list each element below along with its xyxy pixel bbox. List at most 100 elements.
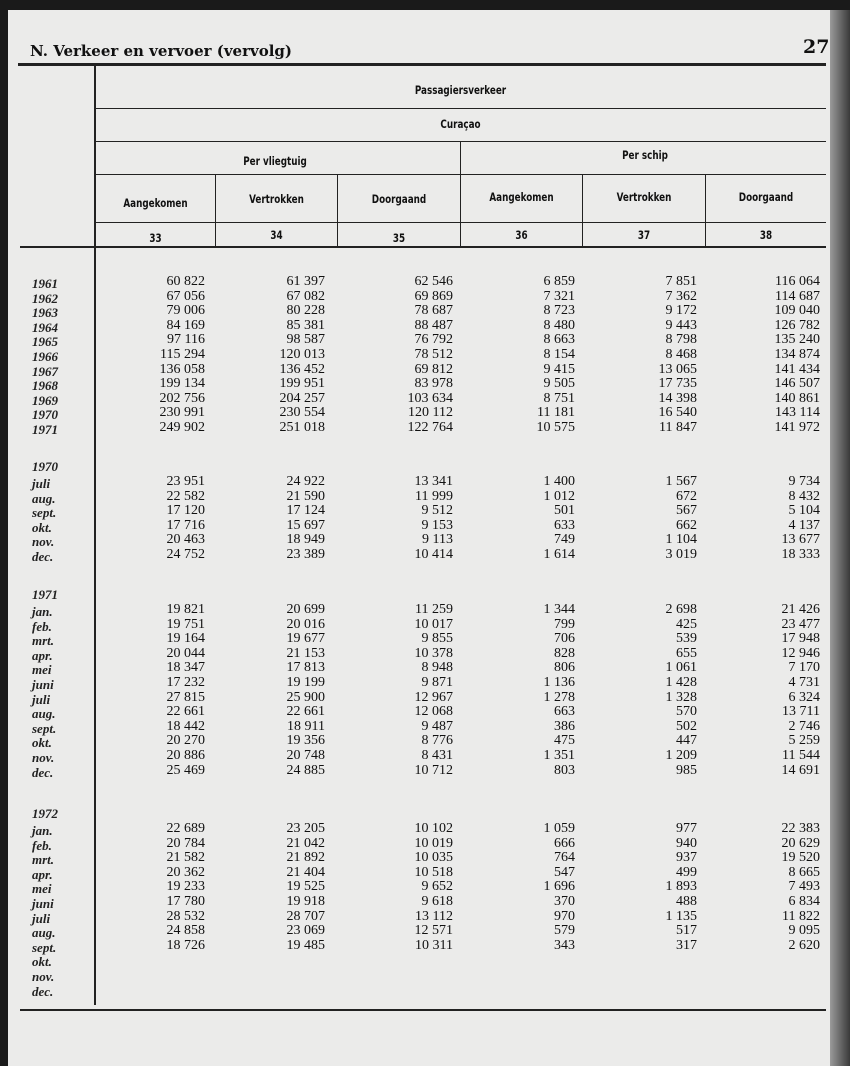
- table-cell: 98 587: [286, 332, 326, 348]
- table-cell: 14 691: [781, 762, 821, 778]
- table-cell: 17 124: [286, 503, 326, 519]
- table-cell: 19 751: [166, 616, 206, 632]
- table-cell: 425: [676, 616, 697, 632]
- table-cell: 1 344: [543, 602, 576, 617]
- table-cell: 84 169: [166, 317, 206, 333]
- table-cell: 109 040: [774, 303, 821, 319]
- table-cell: 5 104: [788, 503, 821, 519]
- table-cell: 655: [676, 645, 697, 661]
- table-cell: 126 782: [774, 317, 821, 333]
- table-cell: 78 687: [414, 303, 454, 319]
- table-cell: 937: [676, 850, 697, 866]
- row-label: feb.: [32, 618, 52, 634]
- column-header: Vertrokken: [616, 190, 672, 204]
- table-cell: 1 135: [665, 908, 698, 924]
- table-cell: 9 855: [421, 631, 454, 647]
- mode-divider: [460, 141, 461, 247]
- table-cell: 9 618: [421, 894, 454, 909]
- row-label: jan.: [32, 823, 53, 838]
- table-cell: 60 822: [166, 274, 206, 289]
- table-cell: 1 328: [665, 689, 698, 705]
- table-cell: 17 813: [286, 660, 326, 676]
- table-cell: 940: [676, 835, 697, 851]
- table-cell: 9 505: [543, 376, 576, 392]
- section-heading: 1972: [32, 806, 58, 822]
- table-cell: 11 544: [782, 748, 820, 763]
- table-cell: 20 886: [166, 748, 206, 763]
- row-label: 1963: [32, 305, 58, 321]
- table-cell: 10 102: [414, 821, 454, 836]
- table-cell: 120 112: [408, 405, 453, 421]
- column-header: Doorgaand: [738, 190, 794, 204]
- table-cell: 21 404: [286, 864, 326, 880]
- table-cell: 10 414: [414, 547, 454, 562]
- row-label: 1970: [32, 407, 58, 423]
- row-label: aug.: [32, 925, 56, 941]
- column-number: 37: [637, 228, 651, 242]
- table-cell: 10 017: [414, 616, 454, 632]
- table-cell: 24 922: [286, 474, 326, 489]
- table-cell: 1 104: [665, 532, 698, 548]
- table-cell: 69 812: [414, 361, 454, 377]
- table-cell: 1 351: [543, 748, 576, 763]
- table-cell: 3 019: [665, 547, 698, 562]
- mode-header-air: Per vliegtuig: [243, 154, 307, 168]
- row-label: okt.: [32, 519, 52, 535]
- table-cell: 199 951: [279, 376, 326, 392]
- table-cell: 23 951: [166, 474, 206, 489]
- table-cell: 85 381: [286, 317, 326, 333]
- rule: [95, 108, 826, 109]
- row-label: juli: [32, 910, 51, 926]
- group-header: Passagiersverkeer: [414, 83, 507, 97]
- row-label: jan.: [32, 604, 53, 619]
- table-cell: 79 006: [166, 303, 206, 319]
- table-cell: 977: [676, 821, 697, 836]
- table-cell: 20 270: [166, 733, 206, 749]
- table-cell: 4 137: [788, 517, 821, 533]
- table-cell: 62 546: [414, 274, 454, 289]
- row-label: mei: [32, 662, 52, 678]
- row-label: juni: [32, 677, 54, 692]
- table-cell: 20 362: [166, 864, 206, 880]
- table-cell: 2 698: [665, 602, 698, 617]
- table-cell: 17 716: [166, 517, 206, 533]
- table-cell: 24 885: [286, 762, 326, 778]
- row-label: feb.: [32, 837, 52, 853]
- table-cell: 22 661: [286, 704, 326, 720]
- row-label: nov.: [32, 969, 55, 984]
- section-heading: 1971: [32, 587, 58, 603]
- col-divider: [215, 174, 216, 247]
- section-heading: 1970: [32, 459, 58, 475]
- table-cell: 9 172: [665, 303, 698, 319]
- table-cell: 20 699: [286, 602, 326, 617]
- table-cell: 475: [554, 733, 575, 749]
- table-cell: 8 480: [543, 317, 576, 333]
- table-cell: 20 044: [166, 645, 206, 661]
- table-cell: 19 520: [781, 850, 821, 866]
- table-cell: 22 689: [166, 821, 206, 836]
- table-cell: 370: [554, 894, 575, 909]
- table-cell: 9 734: [788, 474, 821, 489]
- table-cell: 706: [554, 631, 575, 647]
- column-header: Aangekomen: [489, 190, 554, 204]
- page-number: 27: [803, 36, 830, 58]
- table-cell: 1 428: [665, 675, 698, 690]
- table-cell: 19 164: [166, 631, 206, 647]
- row-label: sept.: [32, 720, 57, 736]
- table-cell: 251 018: [279, 420, 326, 435]
- table-cell: 199 134: [159, 376, 206, 392]
- table-cell: 502: [676, 718, 697, 734]
- table-cell: 13 112: [415, 908, 453, 924]
- bottom-rule: [20, 1009, 826, 1011]
- table-cell: 16 540: [658, 405, 698, 421]
- stub-divider: [94, 65, 96, 1005]
- table-cell: 19 233: [166, 879, 206, 895]
- table-cell: 547: [554, 864, 575, 880]
- row-label: okt.: [32, 954, 52, 970]
- row-label: mei: [32, 881, 52, 897]
- table-cell: 11 999: [415, 488, 453, 504]
- table-cell: 7 362: [665, 288, 698, 304]
- table-cell: 4 731: [788, 675, 821, 690]
- page-edge: [830, 10, 850, 1066]
- table-cell: 28 532: [166, 908, 206, 924]
